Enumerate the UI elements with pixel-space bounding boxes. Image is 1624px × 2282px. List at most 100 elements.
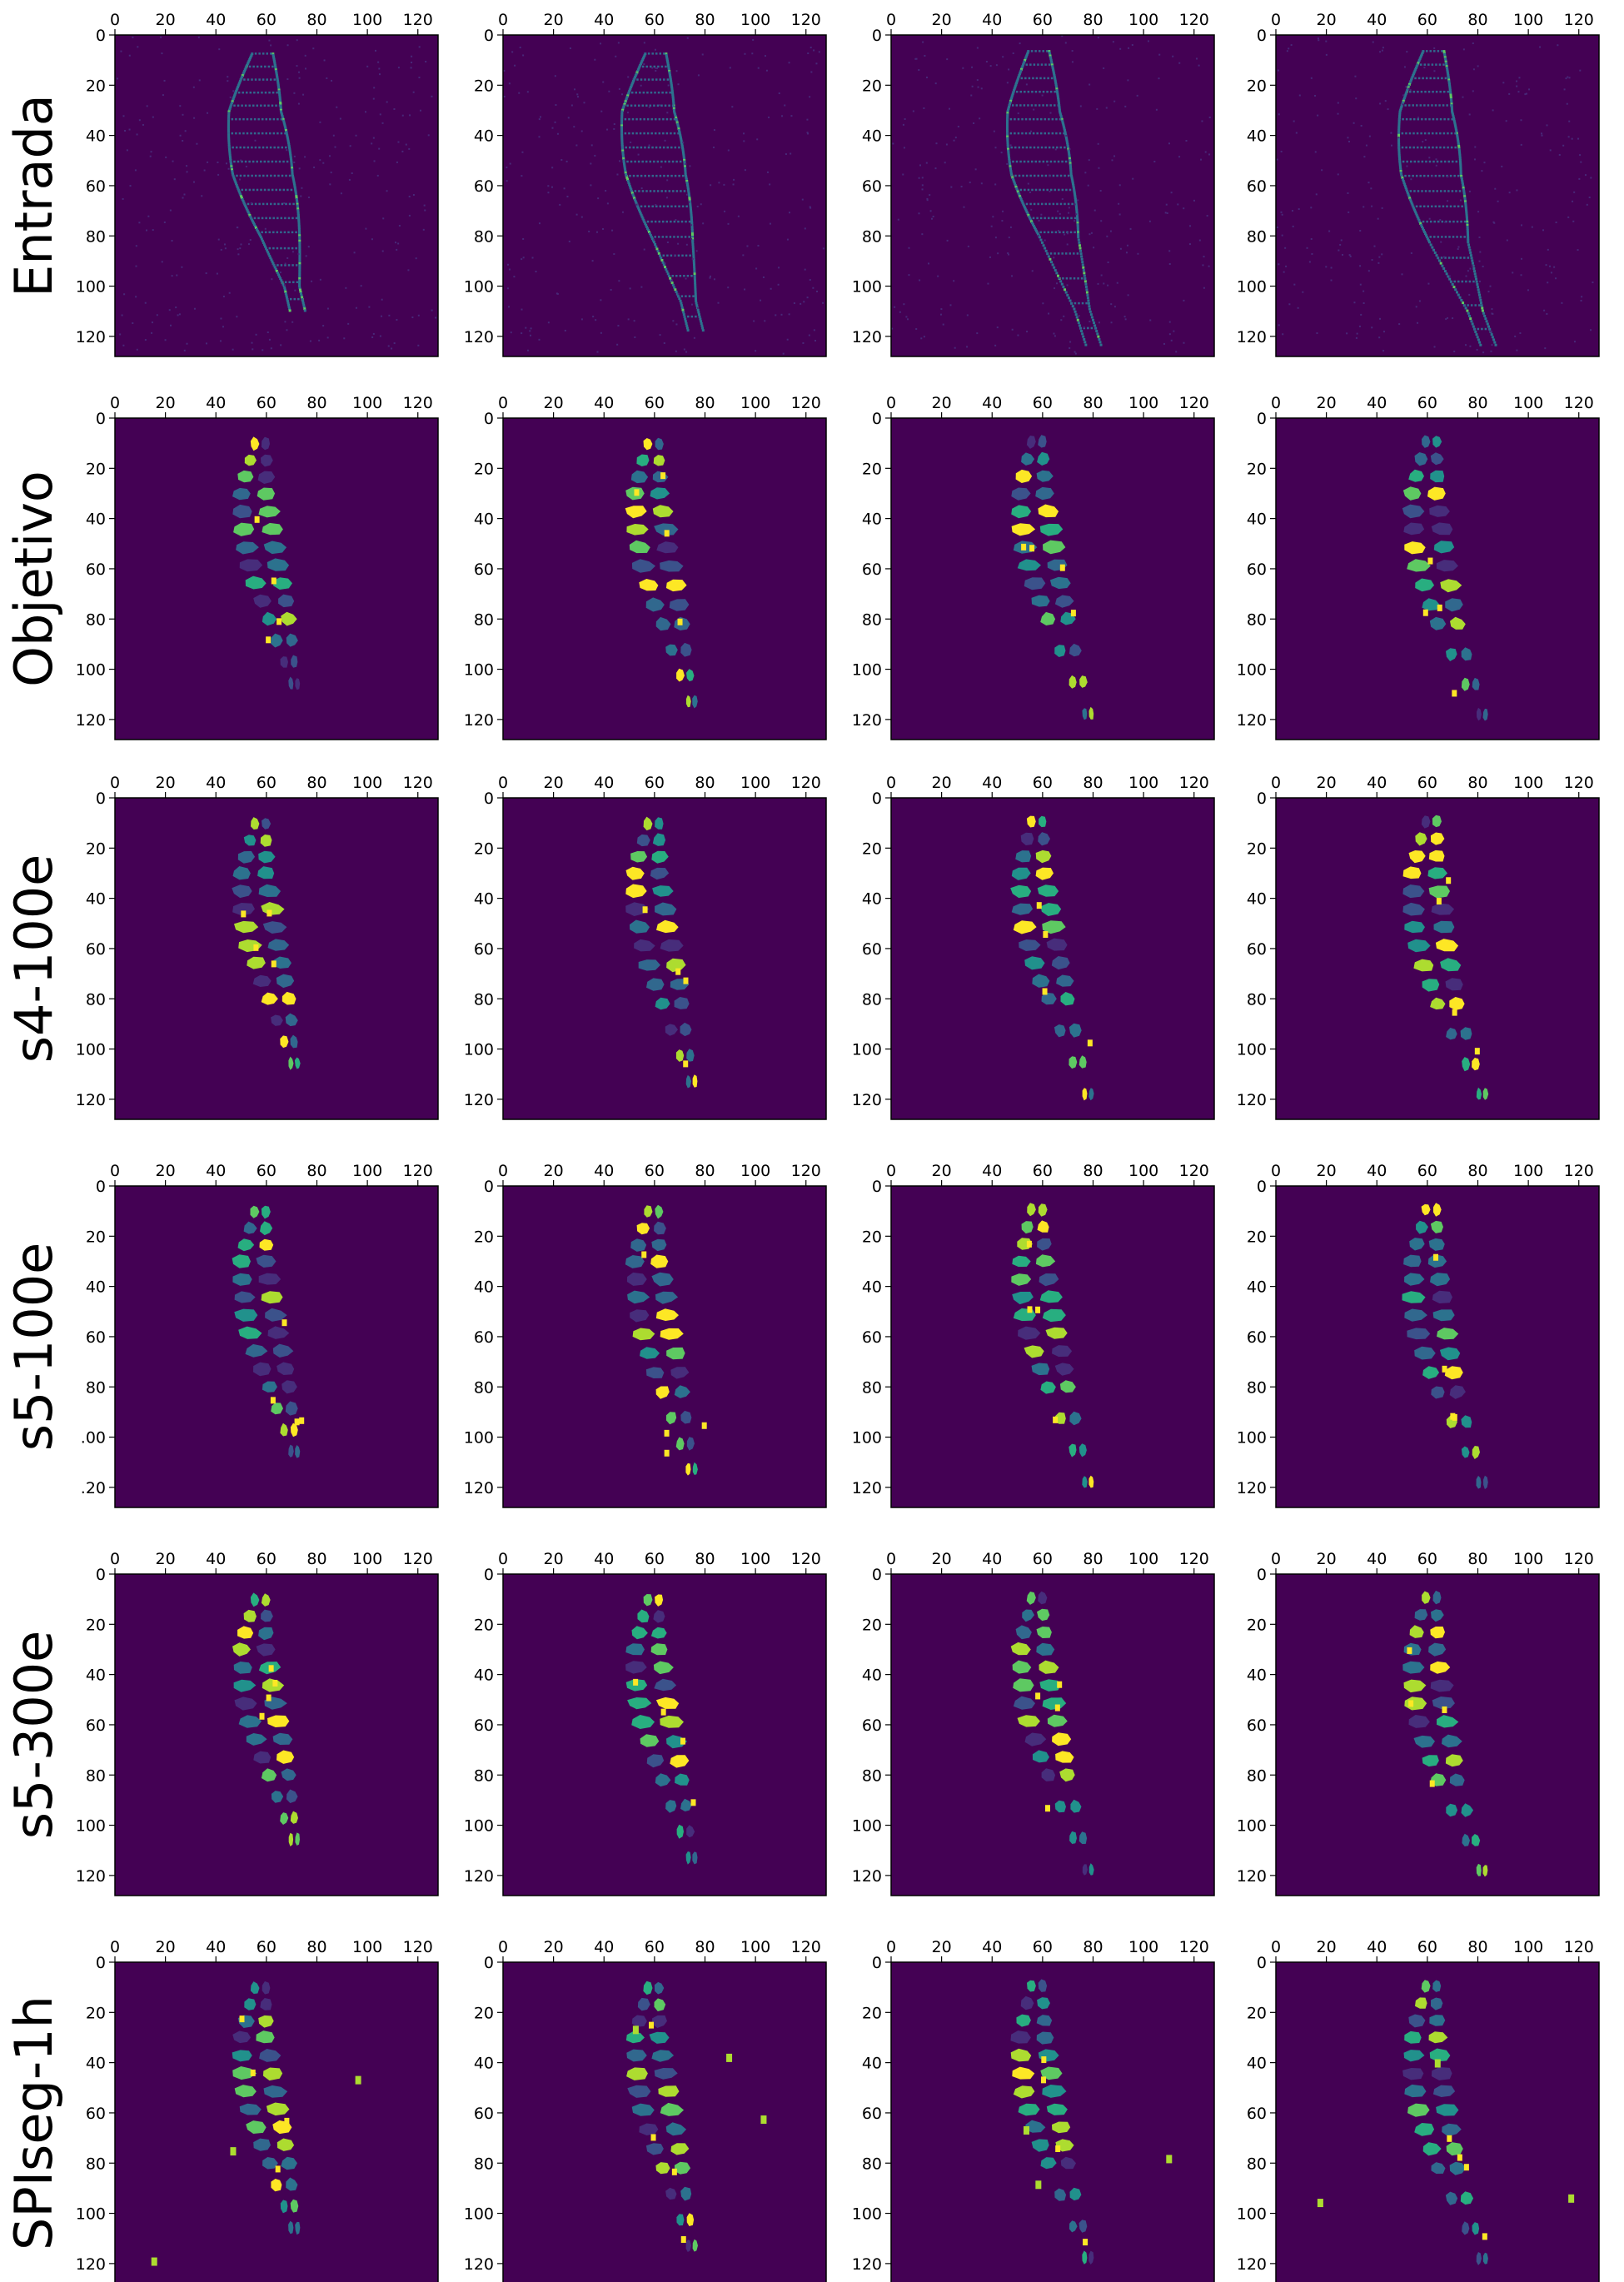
membrane-pixel	[233, 92, 237, 96]
membrane-pixel	[1438, 205, 1441, 208]
membrane-pixel	[690, 208, 693, 212]
noise-pixel	[899, 311, 901, 313]
membrane-pixel	[1036, 132, 1039, 135]
cell-mask	[1032, 1750, 1049, 1763]
x-tick-label: 60	[645, 1550, 665, 1568]
membrane-pixel	[280, 112, 283, 115]
cell-mask	[643, 438, 653, 451]
noise-pixel	[251, 341, 253, 344]
cell-mask	[670, 2143, 690, 2155]
membrane-pixel	[665, 53, 668, 57]
noise-pixel	[268, 338, 271, 341]
cell-mask	[1012, 1255, 1031, 1268]
mask-fragment	[1059, 564, 1065, 571]
noise-pixel	[293, 92, 296, 94]
mask-fragment	[1041, 2076, 1047, 2084]
membrane-pixel	[638, 65, 640, 68]
cell-mask	[653, 1610, 665, 1623]
cell-mask-group	[1010, 1979, 1173, 2265]
mask-fragment	[1463, 2164, 1469, 2171]
membrane-pixel	[1451, 282, 1454, 286]
membrane-pixel	[666, 272, 670, 276]
cell-mask	[1407, 939, 1431, 953]
cell-mask	[1012, 1660, 1032, 1674]
cell-mask	[640, 1347, 660, 1359]
membrane-pixel	[1431, 205, 1433, 208]
cell-mask	[256, 1254, 276, 1268]
membrane-pixel	[262, 146, 265, 149]
membrane-pixel	[1010, 174, 1014, 177]
noise-pixel	[531, 257, 534, 259]
noise-pixel	[997, 252, 999, 255]
membrane-pixel	[246, 63, 249, 67]
membrane-pixel	[1079, 252, 1083, 256]
mask-fragment	[253, 944, 259, 951]
noise-pixel	[592, 316, 595, 318]
noise-pixel	[962, 67, 964, 69]
membrane-pixel	[1397, 132, 1400, 135]
membrane-pixel	[247, 174, 250, 177]
membrane-pixel	[283, 288, 286, 291]
noise-pixel	[1183, 207, 1185, 210]
membrane-pixel	[675, 274, 678, 277]
cell-mask	[645, 2143, 664, 2155]
membrane-pixel	[273, 78, 276, 81]
noise-pixel	[160, 36, 162, 38]
cell-mask	[1052, 2121, 1071, 2134]
noise-pixel	[226, 162, 228, 165]
cell-mask	[654, 1981, 665, 1995]
membrane-pixel	[284, 132, 286, 135]
cell-mask	[237, 470, 254, 483]
membrane-pixel	[1405, 90, 1408, 93]
cell-mask-group	[1402, 1203, 1488, 1490]
membrane-pixel	[683, 165, 686, 168]
membrane-pixel	[662, 117, 665, 121]
membrane-pixel	[250, 217, 252, 220]
membrane-pixel	[1005, 127, 1009, 131]
cell-mask	[655, 1386, 670, 1399]
membrane-pixel	[637, 160, 640, 163]
membrane-pixel	[271, 65, 274, 68]
panel-r5-c1	[503, 1962, 826, 2282]
membrane-pixel	[657, 252, 660, 255]
membrane-pixel	[671, 160, 675, 163]
membrane-pixel	[1433, 236, 1436, 238]
x-tick-label: 80	[306, 774, 326, 792]
membrane-pixel	[1055, 117, 1058, 121]
cell-mask	[1407, 2103, 1430, 2117]
membrane-pixel	[670, 254, 673, 257]
cell-mask	[1059, 1380, 1076, 1393]
membrane-pixel	[253, 217, 257, 220]
noise-pixel	[540, 116, 542, 118]
membrane-pixel	[1084, 343, 1088, 346]
noise-pixel	[395, 242, 397, 244]
noise-pixel	[297, 102, 300, 105]
membrane-pixel	[1080, 330, 1083, 333]
membrane-pixel	[672, 107, 675, 111]
membrane-pixel	[694, 295, 697, 298]
membrane-pixel	[286, 188, 289, 192]
membrane-pixel	[645, 223, 648, 227]
membrane-pixel	[240, 197, 243, 200]
membrane-pixel	[1076, 222, 1079, 225]
membrane-pixel	[1407, 86, 1410, 89]
membrane-pixel	[1459, 167, 1462, 170]
membrane-pixel	[1423, 104, 1426, 107]
noise-pixel	[1467, 270, 1469, 272]
y-tick-label: 60	[474, 1328, 494, 1347]
y-tick-label: 100	[464, 661, 494, 680]
y-tick-label: 120	[464, 1091, 494, 1109]
membrane-pixel	[650, 132, 653, 135]
membrane-pixel	[659, 174, 662, 177]
noise-pixel	[1360, 313, 1362, 316]
cell-mask	[290, 2199, 299, 2213]
membrane-pixel	[624, 171, 627, 174]
cell-mask	[1445, 598, 1463, 612]
membrane-pixel	[677, 295, 680, 297]
cell-mask	[1432, 2085, 1456, 2097]
cell-mask	[262, 1381, 277, 1393]
x-tick-label: 40	[206, 774, 226, 792]
membrane-pixel	[687, 192, 690, 195]
noise-pixel	[530, 327, 532, 330]
membrane-pixel	[247, 78, 250, 81]
